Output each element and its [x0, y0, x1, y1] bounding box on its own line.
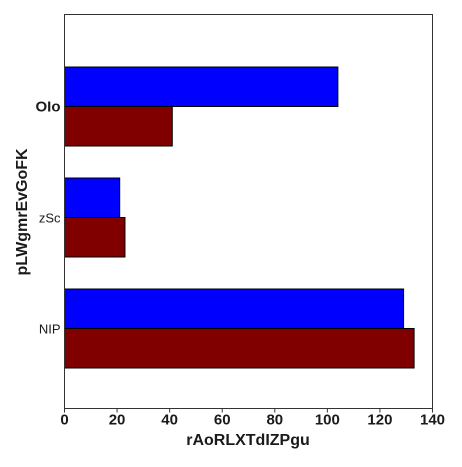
- y-tick-label: OIo: [36, 99, 61, 116]
- x-tick-label: 40: [161, 412, 178, 429]
- x-tick-label: 20: [109, 412, 126, 429]
- plot-frame: [64, 14, 433, 409]
- bar-nip-series-1: [64, 288, 405, 329]
- bar-oio-series-1: [64, 66, 339, 107]
- ticks-layer: NIP zSc OIo 0 20 40 60 80 100 120 140: [36, 99, 446, 429]
- x-tick-label: 80: [266, 412, 283, 429]
- x-tick-label: 100: [315, 412, 340, 429]
- y-tick-label: NIP: [39, 322, 61, 337]
- bars-layer: [64, 66, 415, 369]
- bar-zsc-series-1: [64, 177, 121, 218]
- x-tick-label: 60: [214, 412, 231, 429]
- x-axis-title: rAoRLXTdIZPgu: [186, 432, 310, 449]
- bar-oio-series-2: [64, 106, 173, 147]
- x-tick-label: 0: [60, 412, 68, 429]
- bar-zsc-series-2: [64, 217, 126, 258]
- y-tick-label: zSc: [39, 211, 61, 226]
- x-tick-label: 120: [367, 412, 392, 429]
- bar-nip-series-2: [64, 328, 415, 369]
- x-tick-label: 140: [420, 412, 445, 429]
- y-axis-title: pLWgmrEvGoFK: [14, 148, 31, 276]
